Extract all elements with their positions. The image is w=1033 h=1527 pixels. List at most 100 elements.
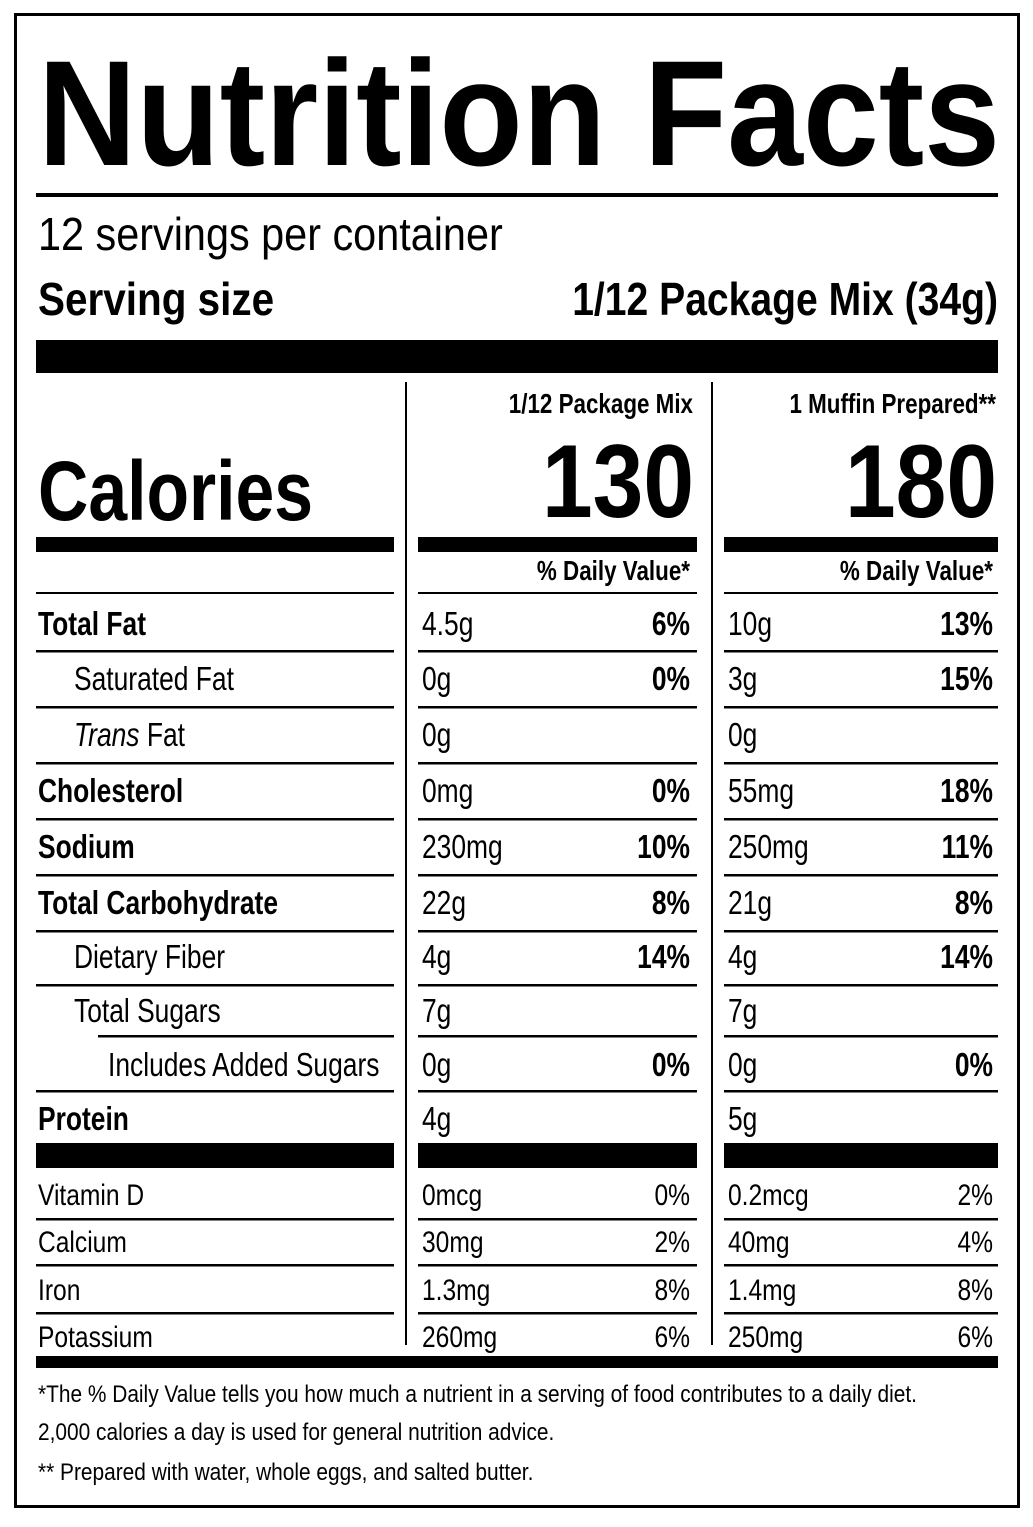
rule xyxy=(36,762,394,765)
daily-value: 8% xyxy=(652,885,690,921)
label-text: Fat xyxy=(147,717,186,753)
thick-bar xyxy=(724,1143,998,1168)
amount: 22g xyxy=(422,885,466,921)
footnote: ** Prepared with water, whole eggs, and … xyxy=(38,1459,533,1486)
amount: 230mg xyxy=(422,829,503,865)
amount: 4g xyxy=(728,939,757,975)
thick-bar xyxy=(36,340,998,373)
rule xyxy=(418,650,697,653)
rule xyxy=(36,706,394,709)
nutrient-label: Total Sugars xyxy=(74,993,221,1029)
rule xyxy=(418,818,697,821)
servings: 12 servings per container xyxy=(38,209,503,261)
thick-bar xyxy=(36,1356,998,1368)
title: Nutrition Facts xyxy=(38,29,1000,197)
daily-value: 0% xyxy=(652,661,690,697)
daily-value: 18% xyxy=(940,773,993,809)
daily-value: 2% xyxy=(654,1225,690,1259)
medium-bar xyxy=(418,537,697,552)
amount: 1.4mg xyxy=(728,1273,796,1307)
rule xyxy=(418,930,697,933)
amount: 21g xyxy=(728,885,772,921)
vitamin-label: Calcium xyxy=(38,1225,127,1259)
daily-value: 2% xyxy=(957,1178,993,1212)
vitamin-label: Potassium xyxy=(38,1320,153,1354)
serving-size-label: Serving size xyxy=(38,275,274,326)
amount: 7g xyxy=(422,993,451,1029)
rule xyxy=(418,706,697,709)
amount: 3g xyxy=(728,661,757,697)
rule xyxy=(724,1035,998,1038)
daily-value: 6% xyxy=(654,1320,690,1354)
rule xyxy=(724,706,998,709)
rule xyxy=(724,930,998,933)
rule xyxy=(724,650,998,653)
daily-value: 13% xyxy=(940,606,993,642)
nutrient-label: Protein xyxy=(38,1101,129,1137)
amount: 0g xyxy=(728,1047,757,1083)
nutrient-label: Total Carbohydrate xyxy=(38,885,278,921)
thick-bar xyxy=(418,1143,697,1168)
calories-value: 180 xyxy=(845,424,997,540)
rule xyxy=(36,193,998,197)
amount: 0g xyxy=(422,661,451,697)
rule xyxy=(418,1090,697,1093)
rule xyxy=(36,984,394,987)
label-italic: Trans xyxy=(74,717,140,753)
rule xyxy=(418,762,697,765)
daily-value: 11% xyxy=(942,829,993,865)
amount: 30mg xyxy=(422,1225,484,1259)
footnote: 2,000 calories a day is used for general… xyxy=(38,1419,554,1446)
rule xyxy=(418,984,697,987)
column-divider xyxy=(711,382,713,1345)
amount: 0g xyxy=(422,717,451,753)
rule xyxy=(418,874,697,877)
medium-bar xyxy=(724,537,998,552)
daily-value: 0% xyxy=(652,773,690,809)
rule xyxy=(724,818,998,821)
rule xyxy=(724,1218,998,1221)
rule xyxy=(36,1090,394,1093)
daily-value: 0% xyxy=(652,1047,690,1083)
rule xyxy=(36,930,394,933)
amount: 0mcg xyxy=(422,1178,482,1212)
daily-value: 14% xyxy=(637,939,690,975)
amount: 260mg xyxy=(422,1320,497,1354)
medium-bar xyxy=(36,537,394,552)
vitamin-label: Vitamin D xyxy=(38,1178,144,1212)
amount: 0g xyxy=(422,1047,451,1083)
amount: 4g xyxy=(422,939,451,975)
amount: 10g xyxy=(728,606,772,642)
rule xyxy=(724,592,998,594)
rule xyxy=(418,592,697,594)
nutrient-label: Saturated Fat xyxy=(74,661,235,697)
amount: 250mg xyxy=(728,829,809,865)
rule xyxy=(724,1090,998,1093)
amount: 5g xyxy=(728,1101,757,1137)
dv-header: % Daily Value* xyxy=(537,556,690,587)
daily-value: 8% xyxy=(955,885,993,921)
daily-value: 10% xyxy=(637,829,690,865)
calories-value: 130 xyxy=(542,424,694,540)
rule xyxy=(36,650,394,653)
thick-bar xyxy=(36,1143,394,1168)
column-header: 1 Muffin Prepared** xyxy=(789,389,996,420)
amount: 0.2mcg xyxy=(728,1178,809,1212)
daily-value: 6% xyxy=(652,606,690,642)
amount: 250mg xyxy=(728,1320,803,1354)
rule xyxy=(724,1312,998,1315)
rule xyxy=(418,1218,697,1221)
amount: 4.5g xyxy=(422,606,473,642)
daily-value: 15% xyxy=(940,661,993,697)
nutrient-label: Sodium xyxy=(38,829,135,865)
footnote: *The % Daily Value tells you how much a … xyxy=(38,1381,917,1408)
amount: 1.3mg xyxy=(422,1273,490,1307)
rule xyxy=(724,1264,998,1267)
amount: 0mg xyxy=(422,773,473,809)
rule xyxy=(418,1312,697,1315)
vitamin-label: Iron xyxy=(38,1273,80,1307)
amount: 0g xyxy=(728,717,757,753)
rule xyxy=(36,1312,394,1315)
